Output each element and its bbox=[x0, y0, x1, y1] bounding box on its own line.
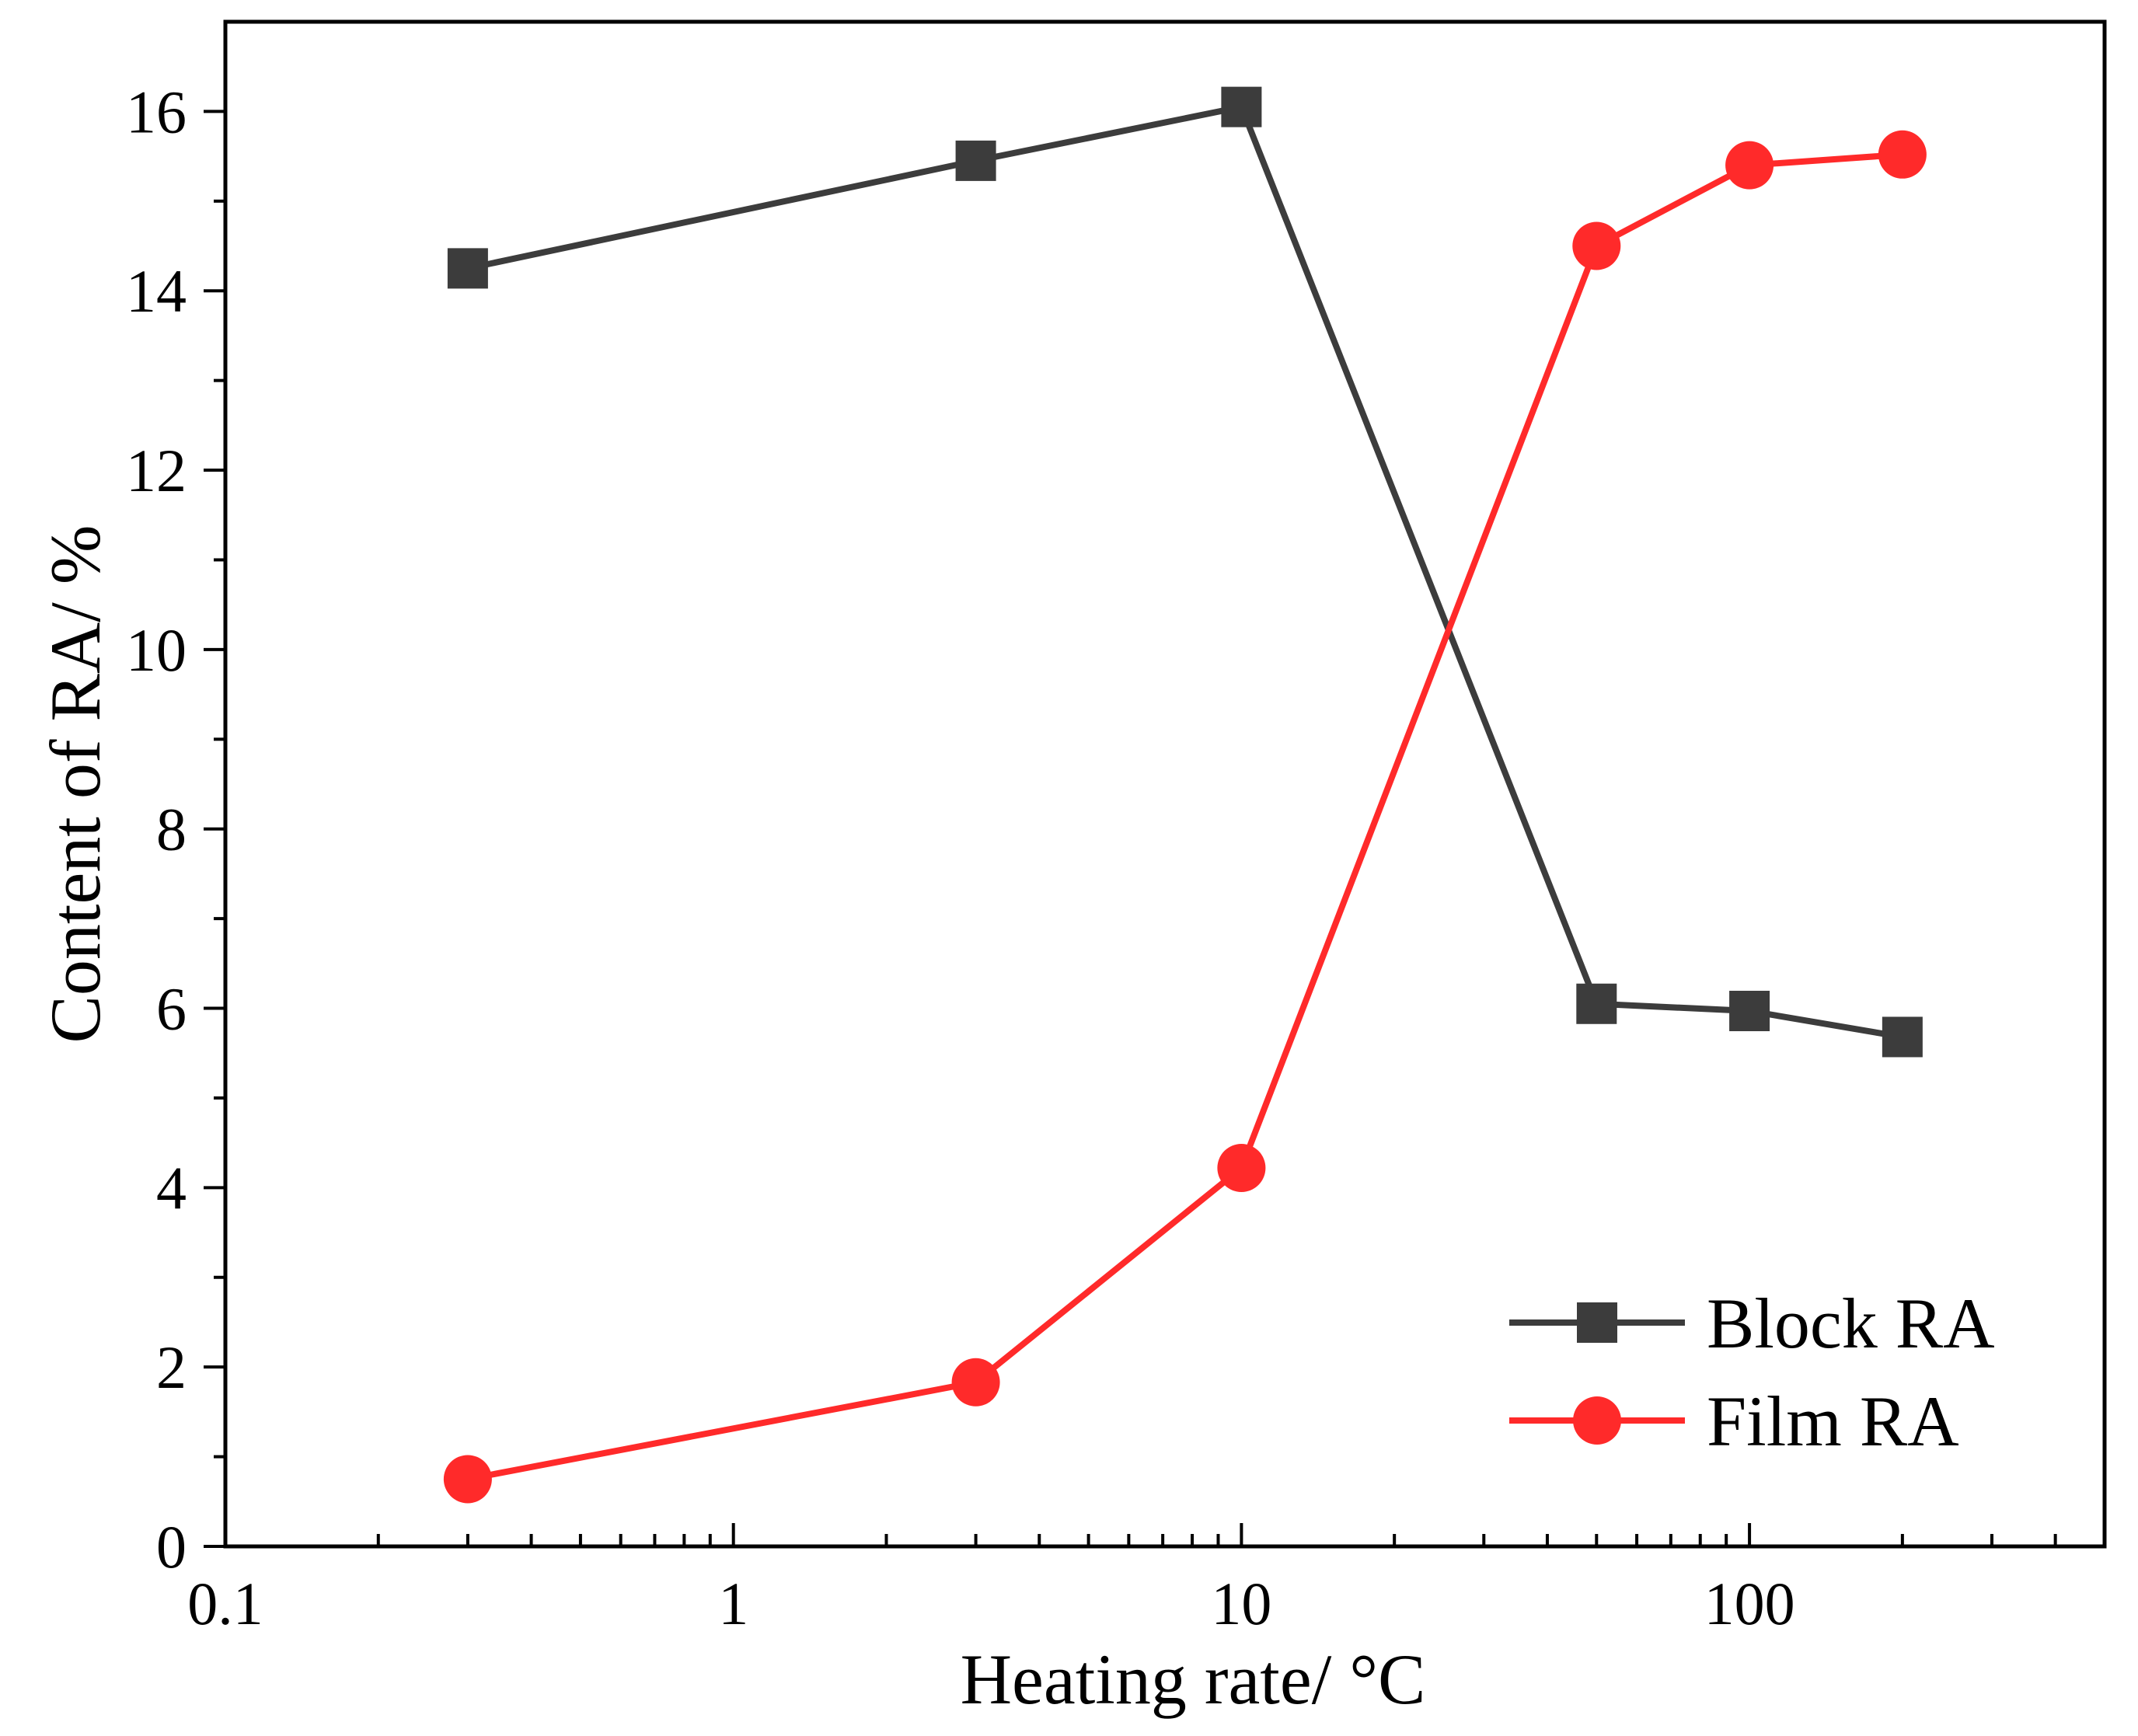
block-ra-point bbox=[955, 140, 996, 181]
series-line-block-ra bbox=[467, 103, 1903, 1041]
y-tick-label: 14 bbox=[126, 257, 187, 325]
film-ra-point bbox=[1217, 1143, 1266, 1192]
y-tick-label: 8 bbox=[156, 796, 187, 863]
legend-marker-film-ra bbox=[1573, 1396, 1621, 1445]
film-ra-point bbox=[951, 1358, 1000, 1407]
block-ra-point bbox=[1729, 990, 1770, 1031]
x-axis-title: Heating rate/ °C bbox=[961, 1640, 1426, 1719]
film-ra-point bbox=[1878, 130, 1927, 179]
block-ra-point bbox=[1882, 1016, 1923, 1058]
x-tick-label: 100 bbox=[1704, 1570, 1795, 1637]
film-ra-point bbox=[1725, 141, 1774, 190]
legend: Block RA Film RA bbox=[1509, 1284, 1995, 1461]
x-tick-label: 0.1 bbox=[187, 1570, 263, 1637]
y-tick-label: 16 bbox=[126, 78, 187, 145]
y-tick-label: 4 bbox=[156, 1154, 187, 1222]
legend-marker-block-ra bbox=[1577, 1302, 1617, 1343]
y-tick-label: 2 bbox=[156, 1333, 187, 1401]
legend-label-film-ra: Film RA bbox=[1707, 1382, 1959, 1461]
block-ra-point bbox=[447, 248, 488, 289]
legend-label-block-ra: Block RA bbox=[1707, 1284, 1995, 1363]
block-ra-point bbox=[1221, 86, 1262, 127]
minor-ticks bbox=[214, 199, 2057, 1546]
y-axis-title: Content of RA/ % bbox=[36, 525, 115, 1044]
y-tick-label: 12 bbox=[126, 437, 187, 504]
block-ra-point bbox=[1576, 983, 1617, 1024]
y-tick-label: 6 bbox=[156, 975, 187, 1043]
x-tick-label: 10 bbox=[1211, 1570, 1271, 1637]
y-tick-label: 10 bbox=[126, 616, 187, 684]
series-lines bbox=[467, 103, 1903, 1483]
series-line-film-ra bbox=[467, 151, 1903, 1483]
series-markers bbox=[443, 86, 1927, 1504]
y-tick-label: 0 bbox=[156, 1513, 187, 1581]
film-ra-point bbox=[1572, 221, 1621, 270]
plot-frame bbox=[223, 19, 2107, 1549]
x-tick-label: 1 bbox=[718, 1570, 748, 1637]
tick-labels: 0.1 1 10 100 0 2 4 6 8 10 12 14 16 bbox=[126, 78, 1795, 1637]
film-ra-point bbox=[443, 1455, 492, 1504]
major-ticks bbox=[204, 110, 1752, 1548]
